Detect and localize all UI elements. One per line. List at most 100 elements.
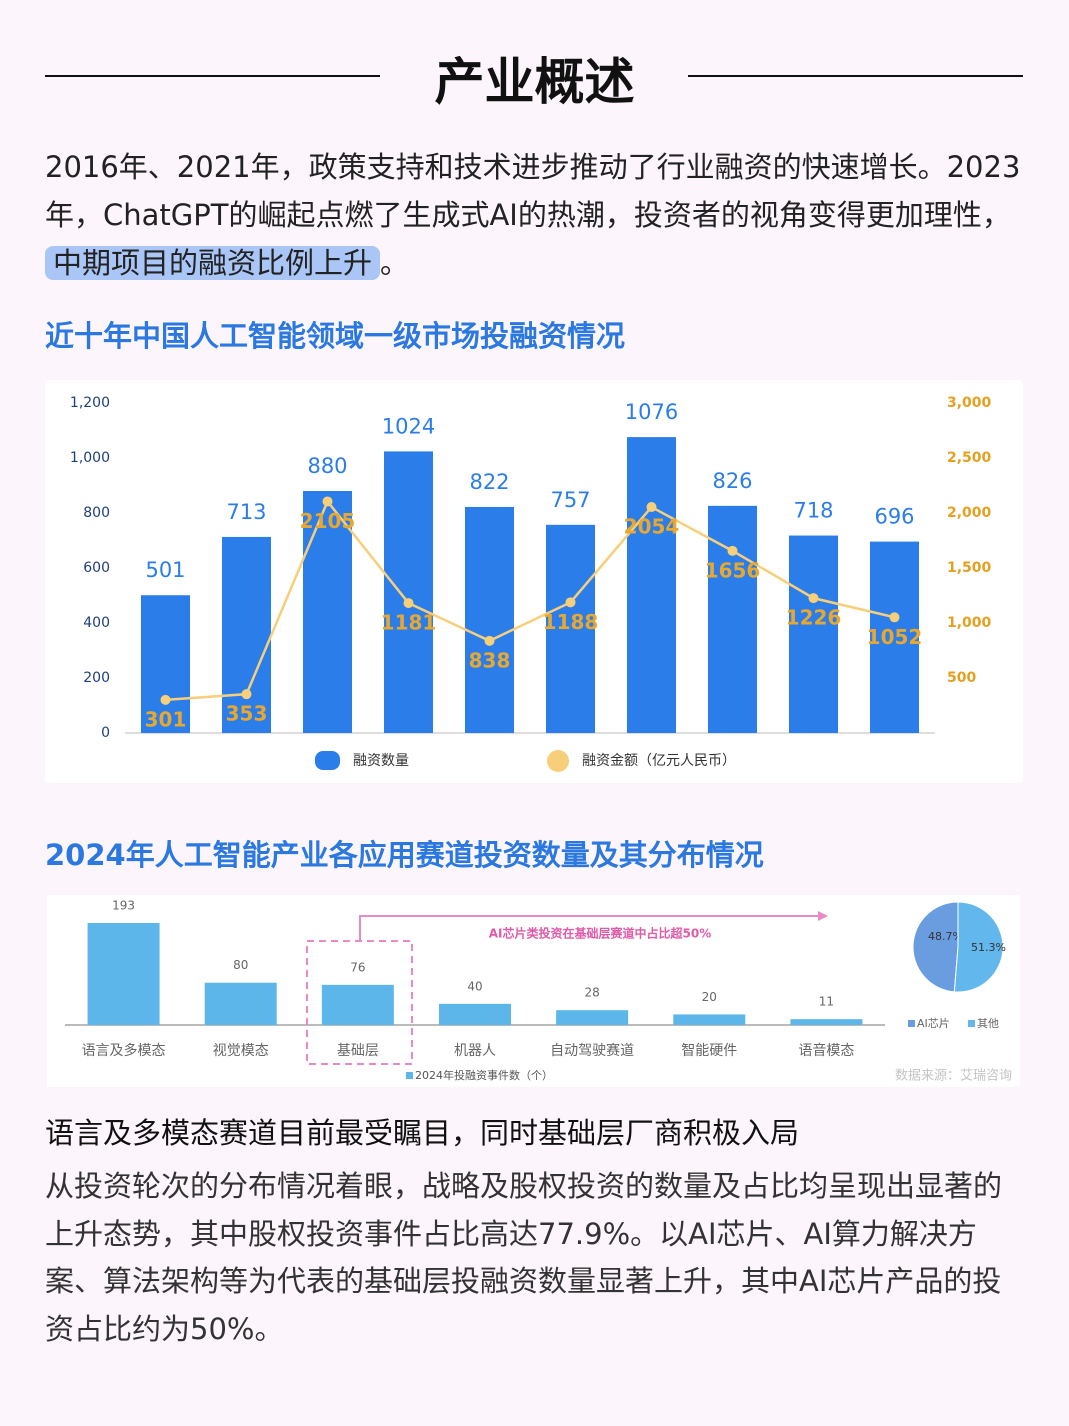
bar xyxy=(627,437,676,733)
annotation: AI芯片类投资在基础层赛道中占比超50% xyxy=(489,926,711,941)
data-label: 826 xyxy=(712,469,752,493)
bar xyxy=(303,491,352,733)
bar xyxy=(546,524,595,733)
x-tick-label: 智能硬件 xyxy=(681,1043,737,1059)
page-title: 产业概述 xyxy=(434,53,635,111)
bar xyxy=(870,541,919,733)
y-tick-label: 0 xyxy=(101,725,110,741)
y2-tick-label: 500 xyxy=(947,670,976,686)
bar xyxy=(465,506,514,733)
data-label: 80 xyxy=(233,958,248,972)
source: 数据来源：艾瑞咨询 xyxy=(895,1069,1012,1084)
legend-marker xyxy=(406,1072,413,1079)
chart-title: 近十年中国人工智能领域一级市场投融资情况 xyxy=(45,319,626,353)
arrow xyxy=(359,915,820,941)
data-label: 713 xyxy=(226,500,266,524)
data-label: 353 xyxy=(226,702,268,726)
bar xyxy=(708,505,757,733)
data-label: 1181 xyxy=(381,611,437,635)
bar xyxy=(384,451,433,733)
body-text: 从投资轮次的分布情况着眼，战略及股权投资的数量及占比均呈现出显著的上升态势，其中… xyxy=(45,1169,1003,1346)
data-label: 2054 xyxy=(624,515,680,539)
x-tick-label: 语言及多模态 xyxy=(82,1042,166,1059)
data-label: 1052 xyxy=(867,625,923,649)
line-point xyxy=(322,496,333,507)
y2-tick-label: 2,000 xyxy=(947,505,992,521)
y-tick-label: 200 xyxy=(83,670,110,686)
legend-label: 融资数量 xyxy=(353,753,409,769)
legend-label: 其他 xyxy=(977,1017,999,1030)
data-label: 1656 xyxy=(705,558,761,582)
data-label: 1188 xyxy=(543,610,599,634)
line-point xyxy=(565,597,576,608)
line-point xyxy=(403,598,414,609)
line-point xyxy=(889,612,900,623)
bar xyxy=(204,982,277,1025)
y-tick-label: 800 xyxy=(83,505,110,521)
data-label: 696 xyxy=(874,505,914,529)
data-label: 301 xyxy=(145,707,187,731)
line-point xyxy=(484,635,495,646)
data-label: 501 xyxy=(145,558,185,582)
legend-label: AI芯片 xyxy=(917,1016,950,1030)
bar xyxy=(321,984,394,1025)
y-tick-label: 1,000 xyxy=(70,450,110,466)
data-label: 40 xyxy=(467,979,482,993)
data-label: 76 xyxy=(350,960,365,974)
intro-text: 2016年、2021年，政策支持和技术进步推动了行业融资的快速增长。2023年，… xyxy=(45,150,1021,232)
data-label: 28 xyxy=(585,986,600,1000)
bar xyxy=(87,923,160,1025)
intro-highlight: 中期项目的融资比例上升 xyxy=(45,246,381,280)
legend-marker xyxy=(315,751,340,770)
legend-label: 2024年投融资事件数（个） xyxy=(415,1068,553,1082)
chart-title: 2024年人工智能产业各应用赛道投资数量及其分布情况 xyxy=(45,838,764,872)
chart-panel xyxy=(45,380,1023,783)
line-point xyxy=(241,689,252,700)
y-tick-label: 600 xyxy=(83,560,110,576)
bar xyxy=(790,1019,863,1025)
bar xyxy=(556,1010,629,1025)
line-point xyxy=(808,593,819,604)
bar xyxy=(439,1003,511,1025)
line-point xyxy=(646,502,657,513)
intro-text: 。 xyxy=(380,246,410,280)
line-point xyxy=(160,694,171,705)
data-label: 193 xyxy=(112,899,135,913)
x-tick-label: 机器人 xyxy=(454,1043,496,1059)
data-label: 718 xyxy=(793,499,833,523)
bar xyxy=(141,595,190,733)
bar xyxy=(222,536,271,733)
data-label: 757 xyxy=(550,488,590,512)
pie-label: 51.3% xyxy=(971,941,1006,954)
y-tick-label: 1,200 xyxy=(70,395,110,411)
legend-label: 融资金额（亿元人民币） xyxy=(582,753,736,769)
legend-marker xyxy=(908,1020,915,1027)
y-tick-label: 400 xyxy=(83,615,110,631)
data-label: 1226 xyxy=(786,606,842,630)
chart-panel xyxy=(47,895,1020,1087)
legend-marker xyxy=(968,1020,975,1027)
pie-label: 48.7% xyxy=(928,930,963,943)
pie-slice xyxy=(953,901,1004,993)
y2-tick-label: 3,000 xyxy=(947,395,992,411)
x-tick-label: 自动驾驶赛道 xyxy=(550,1043,634,1059)
y2-tick-label: 1,500 xyxy=(947,560,992,576)
data-label: 838 xyxy=(469,648,511,672)
bar xyxy=(789,535,838,733)
x-tick-label: 基础层 xyxy=(337,1042,379,1059)
x-tick-label: 视觉模态 xyxy=(213,1043,269,1059)
data-label: 11 xyxy=(819,995,834,1009)
data-label: 822 xyxy=(469,470,509,494)
y2-tick-label: 2,500 xyxy=(947,450,992,466)
data-label: 880 xyxy=(307,454,347,478)
pie-slice xyxy=(912,901,959,993)
data-label: 20 xyxy=(702,990,717,1004)
legend-marker xyxy=(547,750,569,772)
data-label: 2105 xyxy=(300,509,356,533)
x-tick-label: 语音模态 xyxy=(798,1042,854,1059)
line xyxy=(165,499,895,702)
line-point xyxy=(727,545,738,556)
y2-tick-label: 1,000 xyxy=(947,615,992,631)
